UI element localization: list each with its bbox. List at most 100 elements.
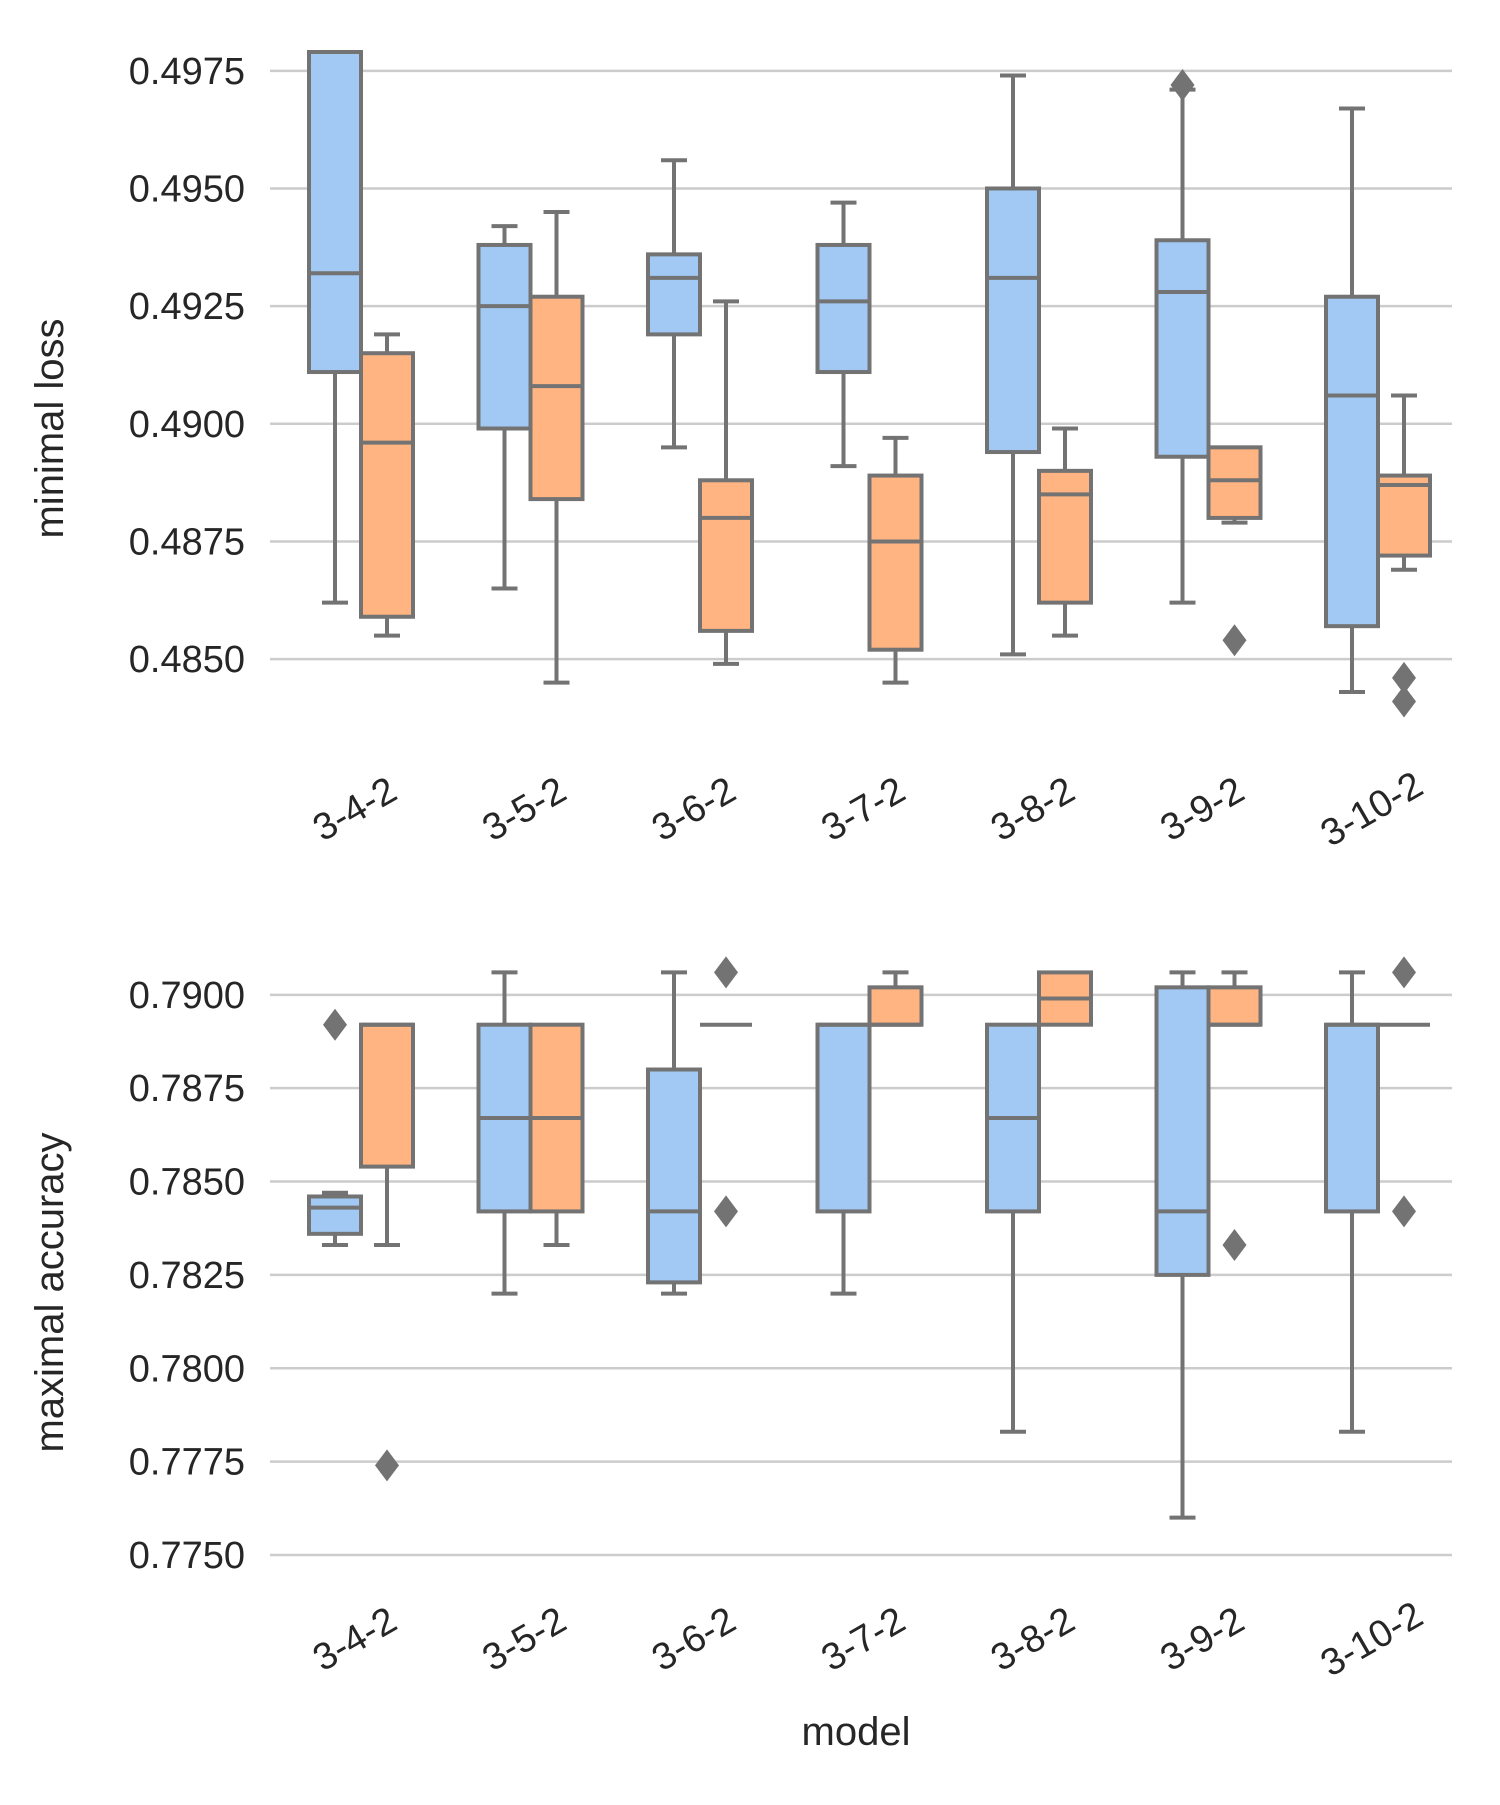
box-3-5-2-series-1 <box>476 224 533 591</box>
outlier-point <box>1392 1195 1416 1228</box>
box-3-6-2-series-1 <box>646 158 702 450</box>
maximal-accuracy-y-axis-label: maximal accuracy <box>28 1132 72 1452</box>
box-body <box>359 1022 415 1169</box>
x-tick-label: 3-4-2 <box>306 769 404 850</box>
outlier-point <box>323 1008 347 1041</box>
y-tick-label: 0.7800 <box>129 1348 245 1390</box>
box-3-9-2-series-1 <box>1154 68 1211 605</box>
maximal-accuracy-boxes <box>307 956 1430 1520</box>
box-3-10-2-series-2 <box>1378 956 1430 1228</box>
maximal-accuracy-x-axis-label: model <box>802 1710 911 1754</box>
box-3-8-2-series-1 <box>985 1022 1041 1434</box>
box-3-7-2-series-2 <box>867 435 924 685</box>
x-tick-label: 3-6-2 <box>645 1599 743 1680</box>
box-3-8-2-series-2 <box>1037 426 1093 638</box>
y-tick-label: 0.7750 <box>129 1535 245 1577</box>
maximal-accuracy-panel: 0.7750 0.7775 0.7800 0.7825 0.7850 0.7875 0.79… <box>28 956 1452 1754</box>
outlier-point <box>1392 956 1416 989</box>
x-tick-label: 3-7-2 <box>815 1599 913 1680</box>
x-tick-label: 3-8-2 <box>984 1599 1082 1680</box>
outlier-point <box>714 956 738 989</box>
x-tick-label: 3-10-2 <box>1314 1594 1430 1685</box>
minimal-loss-gridlines <box>270 69 1452 661</box>
box-3-6-2-series-2 <box>700 956 752 1228</box>
box-body <box>1376 473 1432 558</box>
y-tick-label: 0.4875 <box>129 521 245 563</box>
minimal-loss-y-ticks: 0.4850 0.4875 0.4900 0.4925 0.4950 0.4975 <box>129 51 245 681</box>
x-tick-label: 3-9-2 <box>1154 1599 1252 1680</box>
box-body <box>1206 985 1263 1027</box>
box-3-7-2-series-2 <box>867 970 924 1027</box>
box-body <box>1324 1022 1380 1214</box>
box-3-5-2-series-1 <box>476 970 533 1296</box>
outlier-point <box>375 1449 399 1482</box>
box-body <box>476 242 533 431</box>
x-tick-label: 3-8-2 <box>984 769 1082 850</box>
box-3-5-2-series-2 <box>528 1022 585 1248</box>
maximal-accuracy-y-ticks: 0.7750 0.7775 0.7800 0.7825 0.7850 0.7875 0.79… <box>129 975 245 1577</box>
x-tick-label: 3-5-2 <box>476 769 574 850</box>
box-3-7-2-series-1 <box>815 1022 872 1296</box>
box-3-7-2-series-1 <box>815 200 872 469</box>
x-tick-label: 3-5-2 <box>476 1599 574 1680</box>
box-body <box>1324 294 1380 629</box>
box-body <box>867 473 924 652</box>
x-tick-label: 3-9-2 <box>1154 769 1252 850</box>
box-body <box>646 1067 702 1285</box>
box-3-5-2-series-2 <box>528 210 585 685</box>
box-3-4-2-series-1 <box>307 50 363 605</box>
y-tick-label: 0.4850 <box>129 639 245 681</box>
box-body <box>646 252 702 337</box>
box-3-9-2-series-1 <box>1154 970 1211 1520</box>
outlier-point <box>1392 685 1416 718</box>
y-tick-label: 0.4950 <box>129 168 245 210</box>
x-tick-label: 3-7-2 <box>815 769 913 850</box>
box-body <box>359 351 415 619</box>
box-body <box>867 985 924 1027</box>
y-tick-label: 0.4900 <box>129 404 245 446</box>
box-3-6-2-series-1 <box>646 970 702 1296</box>
box-body <box>307 50 363 375</box>
box-3-10-2-series-1 <box>1324 970 1380 1434</box>
box-body <box>698 478 754 633</box>
box-3-8-2-series-1 <box>985 73 1041 657</box>
box-body <box>528 294 585 502</box>
minimal-loss-boxes <box>307 50 1432 718</box>
box-body <box>1206 445 1263 520</box>
x-tick-label: 3-6-2 <box>645 769 743 850</box>
box-body <box>307 1194 363 1236</box>
box-body <box>1037 468 1093 605</box>
box-body <box>985 186 1041 455</box>
x-tick-label: 3-10-2 <box>1314 764 1430 855</box>
maximal-accuracy-x-ticks: 3-4-2 3-5-2 3-6-2 3-7-2 3-8-2 3-9-2 3-10-2 <box>306 1594 1430 1685</box>
outlier-point <box>1222 1229 1247 1262</box>
outlier-point <box>1170 68 1195 101</box>
box-body <box>1154 985 1211 1277</box>
outlier-point <box>1392 661 1416 694</box>
y-tick-label: 0.7850 <box>129 1162 245 1204</box>
y-tick-label: 0.7875 <box>129 1068 245 1110</box>
y-tick-label: 0.7775 <box>129 1442 245 1484</box>
box-body <box>815 1022 872 1214</box>
outlier-point <box>1222 624 1247 657</box>
box-body <box>815 242 872 375</box>
y-tick-label: 0.4975 <box>129 51 245 93</box>
box-3-9-2-series-2 <box>1206 970 1263 1262</box>
box-body <box>1154 238 1211 459</box>
minimal-loss-x-ticks: 3-4-2 3-5-2 3-6-2 3-7-2 3-8-2 3-9-2 3-10-2 <box>306 764 1430 855</box>
box-3-9-2-series-2 <box>1206 445 1263 657</box>
box-3-8-2-series-2 <box>1037 970 1093 1027</box>
box-3-4-2-series-1 <box>307 1008 363 1248</box>
minimal-loss-y-axis-label: minimal loss <box>28 318 72 538</box>
box-3-10-2-series-1 <box>1324 106 1380 695</box>
y-tick-label: 0.7825 <box>129 1255 245 1297</box>
minimal-loss-panel: 0.4850 0.4875 0.4900 0.4925 0.4950 0.4975 3-4… <box>28 50 1452 855</box>
box-3-6-2-series-2 <box>698 299 754 666</box>
box-3-10-2-series-2 <box>1376 393 1432 718</box>
y-tick-label: 0.7900 <box>129 975 245 1017</box>
x-tick-label: 3-4-2 <box>306 1599 404 1680</box>
box-3-4-2-series-2 <box>359 332 415 638</box>
box-3-4-2-series-2 <box>359 1022 415 1482</box>
